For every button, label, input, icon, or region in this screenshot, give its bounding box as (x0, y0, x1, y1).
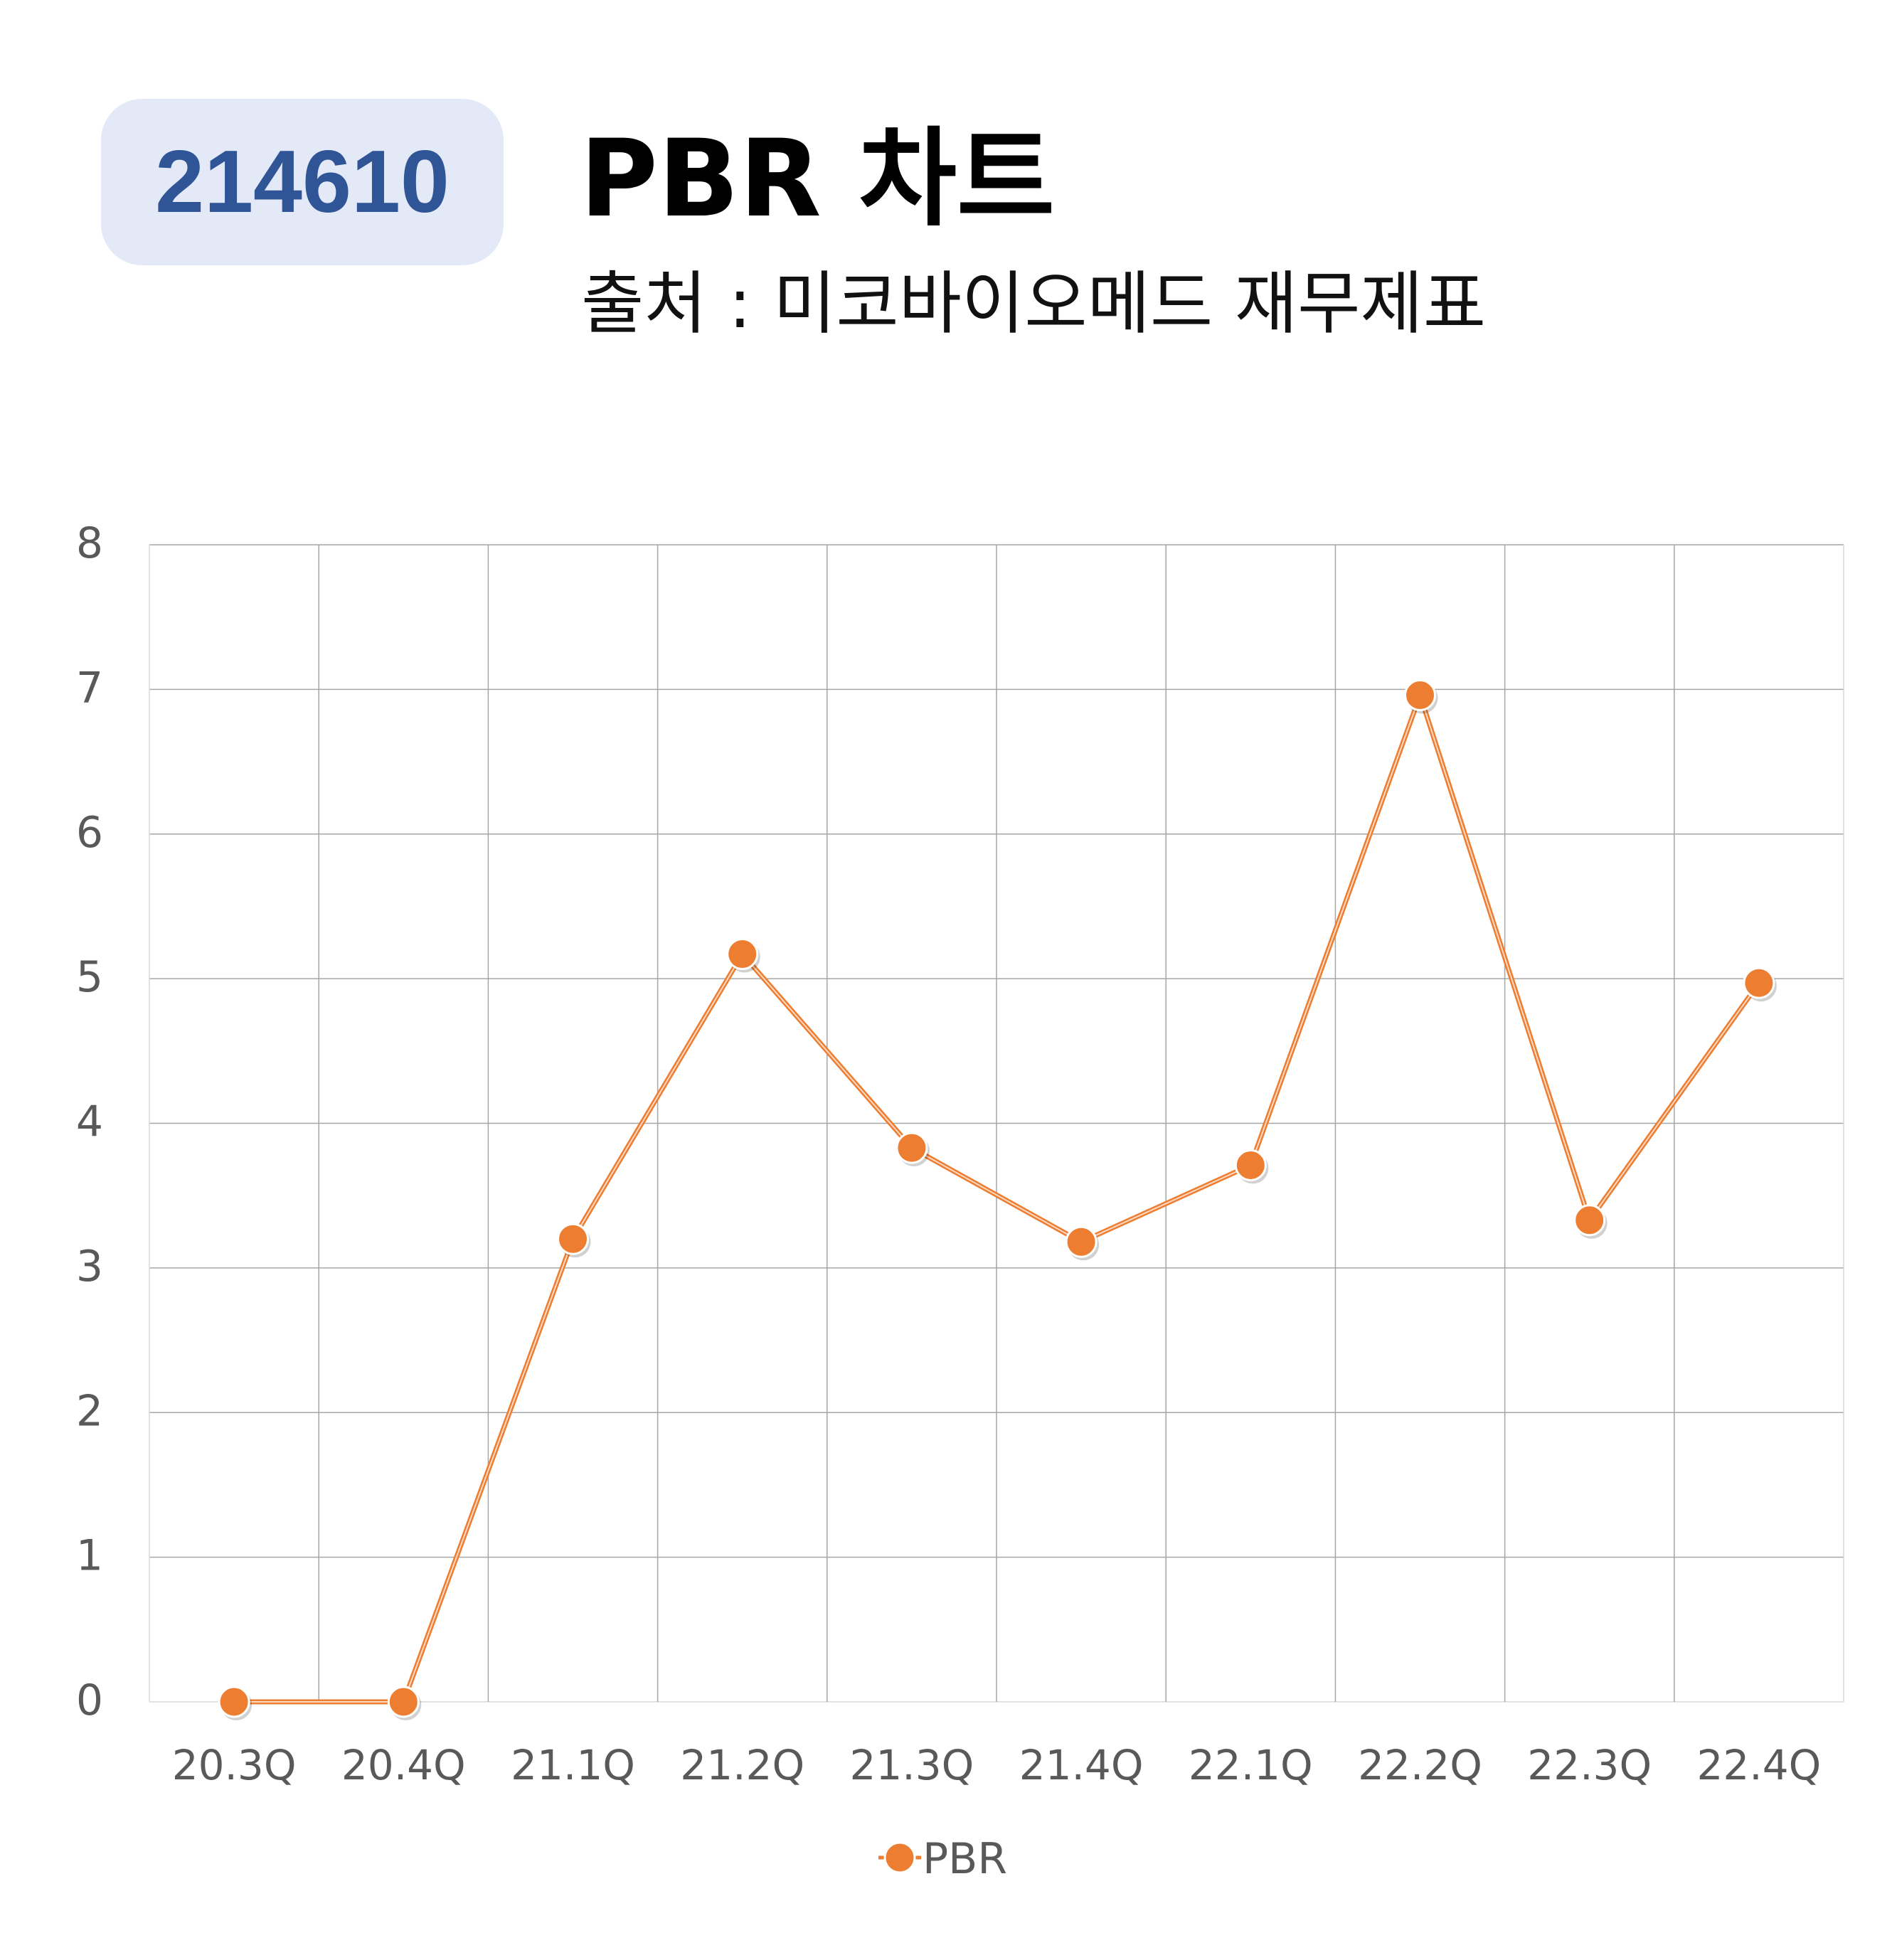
chart-series (218, 679, 1777, 1720)
y-tick-label: 8 (76, 518, 103, 568)
legend-label: PBR (923, 1834, 1007, 1884)
y-tick-label: 5 (76, 952, 103, 1002)
data-point (1404, 679, 1436, 712)
page-subtitle: 출처 : 미코바이오메드 재무제표 (581, 264, 1487, 343)
x-tick-label: 20.4Q (341, 1741, 466, 1789)
x-tick-label: 22.1Q (1189, 1741, 1313, 1789)
data-point (387, 1685, 420, 1718)
y-tick-label: 3 (76, 1242, 103, 1291)
data-point (218, 1685, 250, 1718)
y-tick-label: 6 (76, 808, 103, 858)
x-tick-label: 22.3Q (1527, 1741, 1652, 1789)
data-point (1743, 966, 1775, 999)
x-tick-label: 22.4Q (1697, 1741, 1822, 1789)
y-axis-ticks: 0 1 2 3 4 5 6 7 8 (76, 518, 103, 1725)
x-axis-ticks: 20.3Q 20.4Q 21.1Q 21.2Q 21.3Q 21.4Q 22.1Q 22.2Q… (172, 1741, 1822, 1789)
stock-code-badge: 214610 (101, 99, 504, 265)
data-point (1573, 1204, 1606, 1237)
x-tick-label: 21.3Q (850, 1741, 974, 1789)
page-title: PBR 차트 (580, 117, 1055, 241)
x-tick-label: 21.4Q (1019, 1741, 1144, 1789)
x-tick-label: 22.2Q (1358, 1741, 1482, 1789)
chart-legend: PBR (878, 1834, 1007, 1884)
legend-marker (883, 1841, 916, 1874)
y-tick-label: 4 (76, 1097, 103, 1147)
y-tick-label: 2 (76, 1386, 103, 1436)
data-point (1234, 1149, 1267, 1181)
data-point (1065, 1225, 1098, 1258)
series-line-PBR (234, 694, 1760, 1703)
x-tick-label: 21.2Q (680, 1741, 804, 1789)
y-tick-label: 0 (76, 1676, 103, 1725)
data-point (557, 1223, 589, 1255)
x-tick-label: 20.3Q (172, 1741, 297, 1789)
y-tick-label: 7 (76, 663, 103, 713)
data-point (896, 1131, 928, 1164)
x-tick-label: 21.1Q (511, 1741, 635, 1789)
y-tick-label: 1 (76, 1531, 103, 1581)
chart-grid (149, 544, 1844, 1703)
data-point (726, 938, 759, 971)
